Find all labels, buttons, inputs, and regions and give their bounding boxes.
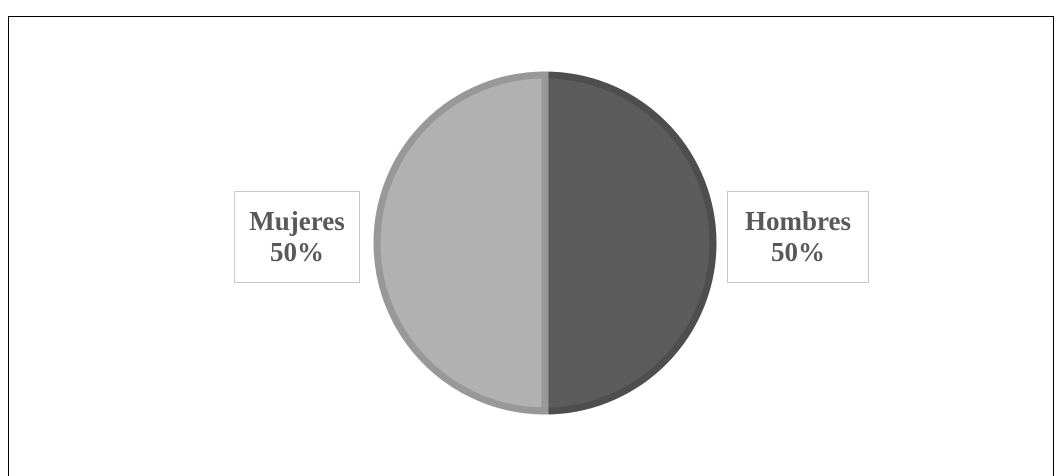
slice-percent-mujeres: 50%: [270, 237, 324, 267]
pie-slice-mujeres: [373, 71, 549, 415]
slice-percent-hombres: 50%: [771, 237, 825, 267]
data-label-mujeres: Mujeres 50%: [234, 191, 360, 283]
pie-chart: [373, 71, 717, 415]
pie-slice-hombres: [541, 71, 717, 415]
data-label-hombres: Hombres 50%: [727, 191, 869, 283]
chart-area: Mujeres 50% Hombres 50%: [8, 16, 1054, 476]
slice-label-mujeres: Mujeres: [249, 206, 345, 236]
slice-label-hombres: Hombres: [745, 206, 851, 236]
